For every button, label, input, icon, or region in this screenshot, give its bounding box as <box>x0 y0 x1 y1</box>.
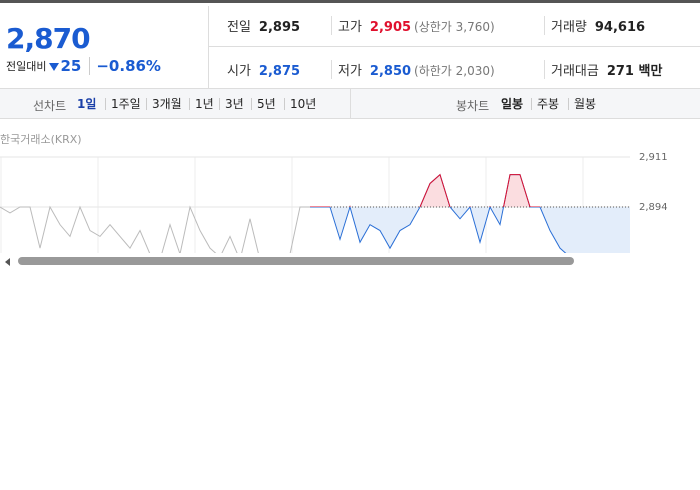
tab[interactable]: 1주일 <box>105 98 146 110</box>
tab-bar: 선차트 1일 1주일 3개월 1년 3년 5년 10년 봉차트 일봉 주봉 월봉 <box>0 88 700 119</box>
tab[interactable]: 10년 <box>284 98 321 110</box>
down-icon <box>49 62 60 71</box>
y-tick-label: 2,877 <box>639 252 668 263</box>
cell-value: 2,850 <box>369 64 412 79</box>
tab[interactable]: 1일 <box>77 97 97 111</box>
cell-value: 2,905 <box>369 20 412 35</box>
cell-label: 거래대금 <box>551 64 599 79</box>
quote-cell: 거래량 94,616 <box>544 16 645 35</box>
quote-cell: 저가 2,850 (하한가 2,030) <box>331 60 495 79</box>
area-below <box>310 207 630 253</box>
change-label: 전일대비 <box>6 60 47 73</box>
tab[interactable]: 월봉 <box>568 98 601 110</box>
tab[interactable]: 일봉 <box>501 97 524 111</box>
cell-label: 고가 <box>338 20 362 35</box>
series-line <box>0 205 310 253</box>
quote-cell: 시가 2,875 <box>227 60 300 79</box>
quote-cell: 거래대금 271 백만 <box>544 60 662 79</box>
change: 전일대비 25 −0.86% <box>6 57 161 75</box>
tab-group-label: 선차트 <box>33 99 67 113</box>
source: 한국거래소(KRX) <box>0 133 82 146</box>
quote-row: 전일 2,895 고가 2,905 (상한가 3,760) 거래량 94,616 <box>209 3 700 47</box>
cell-value: 271 백만 <box>606 64 663 79</box>
price: 2,870 <box>6 22 91 55</box>
cell-value: 94,616 <box>594 20 646 35</box>
tab-group-label: 봉차트 <box>456 99 490 113</box>
plot: 2,911 2,894 2,877 <box>0 152 668 263</box>
quote-row: 시가 2,875 저가 2,850 (하한가 2,030) 거래대금 271 백만 <box>209 47 700 90</box>
cell-label: 저가 <box>338 64 362 79</box>
cell-label: 전일 <box>227 20 251 35</box>
cell-value: 2,875 <box>258 64 301 79</box>
scroll-arrow[interactable] <box>5 258 10 266</box>
quote-cell: 고가 2,905 (상한가 3,760) <box>331 16 495 35</box>
cell-note: (상한가 3,760) <box>414 20 495 34</box>
change-value: 25 <box>60 57 82 75</box>
scroll-thumb[interactable] <box>18 257 574 265</box>
y-tick-label: 2,911 <box>639 152 668 163</box>
cell-label: 거래량 <box>551 20 587 35</box>
chart: 2,911 2,894 2,877 <box>0 152 700 269</box>
y-tick-label: 2,894 <box>639 202 668 213</box>
quote-cell: 전일 2,895 <box>227 16 300 35</box>
quote-panel: 2,870 전일대비 25 −0.86% <box>0 0 700 91</box>
tab[interactable]: 3년 <box>219 98 249 110</box>
tab[interactable]: 주봉 <box>531 98 564 110</box>
tab[interactable]: 5년 <box>251 98 281 110</box>
price-box: 2,870 전일대비 25 −0.86% <box>0 6 209 91</box>
tab[interactable]: 3개월 <box>146 98 187 110</box>
cell-value: 2,895 <box>258 20 301 35</box>
change-rate: −0.86% <box>89 57 161 75</box>
cell-note: (하한가 2,030) <box>414 64 495 78</box>
cell-label: 시가 <box>227 64 251 79</box>
tab[interactable]: 1년 <box>189 98 219 110</box>
area <box>310 207 630 253</box>
